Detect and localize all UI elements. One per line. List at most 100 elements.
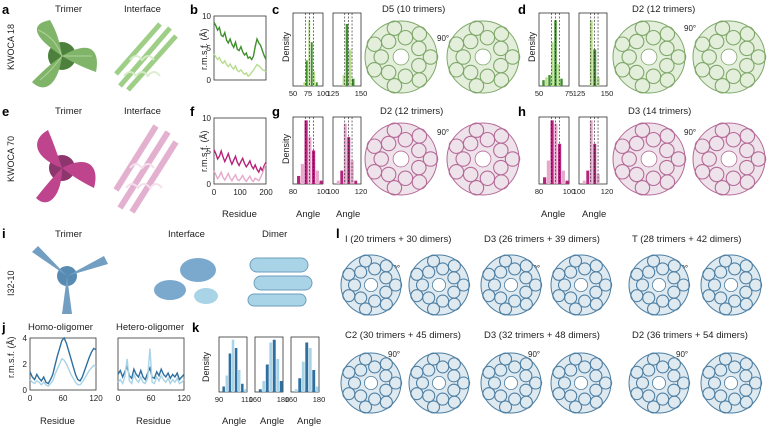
cage-subunit: [728, 392, 742, 406]
structure-i-dimer: [247, 257, 313, 307]
f-xlabel: Residue: [222, 209, 257, 220]
assembly-title-c: D5 (10 trimers): [382, 4, 446, 15]
cage-subunit: [568, 352, 583, 366]
x-tick-label: 50: [289, 89, 297, 98]
cage-subunit: [659, 72, 676, 88]
hist-bar: [557, 64, 560, 86]
cage-subunit: [670, 49, 687, 65]
x-tick-label: 160: [249, 395, 262, 404]
cage-subunit: [366, 62, 383, 78]
hist-bar: [297, 175, 301, 184]
panel-letter-l: l: [336, 226, 340, 241]
x-tick-label: 120: [355, 187, 368, 196]
cage-subunit: [670, 151, 687, 167]
cage-subunit: [659, 174, 676, 190]
cage-subunit: [422, 49, 439, 65]
x-tick-label: 60: [147, 394, 156, 403]
hist-bar: [241, 383, 244, 392]
rot-label-d: 90°: [684, 24, 697, 33]
hist-bar: [596, 173, 600, 184]
cage-subunit: [498, 352, 513, 366]
hist-bar: [336, 180, 340, 184]
chart-j-homo: 0 2 4 0 60 120: [23, 334, 104, 403]
hist-bar: [231, 339, 235, 392]
cage-subunit: [578, 392, 592, 406]
panel-letter-a: a: [2, 2, 10, 17]
cage-subunit: [422, 363, 436, 377]
cage-subunit: [519, 271, 533, 285]
cage-pore: [573, 277, 588, 292]
hist-bar: [546, 160, 550, 184]
cage-subunit: [373, 151, 389, 167]
cage-l1-b: [408, 254, 471, 316]
cage-subunit: [725, 170, 742, 187]
cage-subunit: [386, 20, 403, 36]
cage-pore: [363, 375, 378, 390]
cage-h-1: [612, 122, 687, 196]
x-tick-label: 0: [212, 188, 217, 197]
cage-subunit: [397, 68, 414, 85]
cage-subunit: [368, 392, 382, 406]
hist-bar: [315, 386, 319, 392]
plot-frame: [538, 116, 570, 185]
cage-subunit: [386, 122, 403, 138]
cage-subunit: [728, 294, 742, 308]
series-line-2: [213, 163, 267, 183]
cage-subunit: [557, 278, 572, 292]
cage-subunit: [718, 400, 733, 414]
cage-subunit: [614, 164, 631, 180]
j-xlabel-1: Residue: [40, 416, 75, 427]
cage-pore: [651, 277, 666, 292]
chart-c-hist-2: 125 150: [327, 12, 367, 98]
cage-subunit: [749, 278, 763, 292]
hist-bar: [265, 364, 269, 392]
cage-subunit: [656, 294, 670, 308]
cage-subunit: [368, 294, 382, 308]
cage-subunit: [342, 289, 356, 303]
l-title-6: D2 (36 trimers + 54 dimers): [632, 330, 748, 341]
cage-subunit: [635, 376, 650, 390]
cage-subunit: [621, 151, 637, 167]
j-title-homo: Homo-oligomer: [28, 322, 93, 333]
cage-pore: [573, 375, 588, 390]
cage-subunit: [482, 289, 496, 303]
y-tick-label: 0: [207, 180, 212, 189]
cage-subunit: [504, 49, 521, 65]
hist-bar: [545, 77, 548, 86]
cage-subunit: [568, 254, 583, 268]
cage-subunit: [667, 369, 681, 383]
cage-subunit: [568, 302, 583, 316]
cage-subunit: [447, 369, 461, 383]
title-a-trimer: Trimer: [55, 4, 83, 15]
y-tick-label: 10: [202, 12, 211, 21]
title-i-dimer: Dimer: [262, 229, 288, 240]
cage-subunit: [448, 62, 465, 78]
cage-subunit: [493, 40, 509, 57]
x-tick-label: 100: [317, 187, 330, 196]
cage-subunit: [468, 20, 485, 36]
title-e-trimer: Trimer: [55, 106, 83, 117]
cage-subunit: [436, 294, 450, 308]
cage-subunit: [725, 131, 742, 148]
cage-subunit: [645, 68, 662, 85]
assembly-title-g: D2 (12 trimers): [380, 106, 444, 117]
cage-subunit: [708, 135, 725, 152]
cage-subunit: [386, 180, 403, 196]
x-tick-label: 150: [601, 89, 614, 98]
l-title-1: I (20 trimers + 30 dimers): [345, 234, 452, 245]
plot-frame: [578, 116, 608, 185]
cage-subunit: [564, 363, 578, 377]
cage-subunit: [642, 363, 656, 377]
cage-subunit: [630, 387, 644, 401]
cage-subunit: [621, 49, 637, 65]
cage-subunit: [468, 122, 485, 138]
cage-l6-a: [628, 352, 691, 414]
cage-subunit: [379, 369, 393, 383]
chart-d-hist-1: 50 75: [535, 12, 573, 98]
protein-label-kwoca70: KWOCA 70: [6, 135, 16, 182]
cage-subunit: [479, 170, 496, 187]
cage-subunit: [397, 29, 414, 46]
hist-bar: [593, 143, 597, 184]
structure-i-trimer: [32, 246, 108, 314]
